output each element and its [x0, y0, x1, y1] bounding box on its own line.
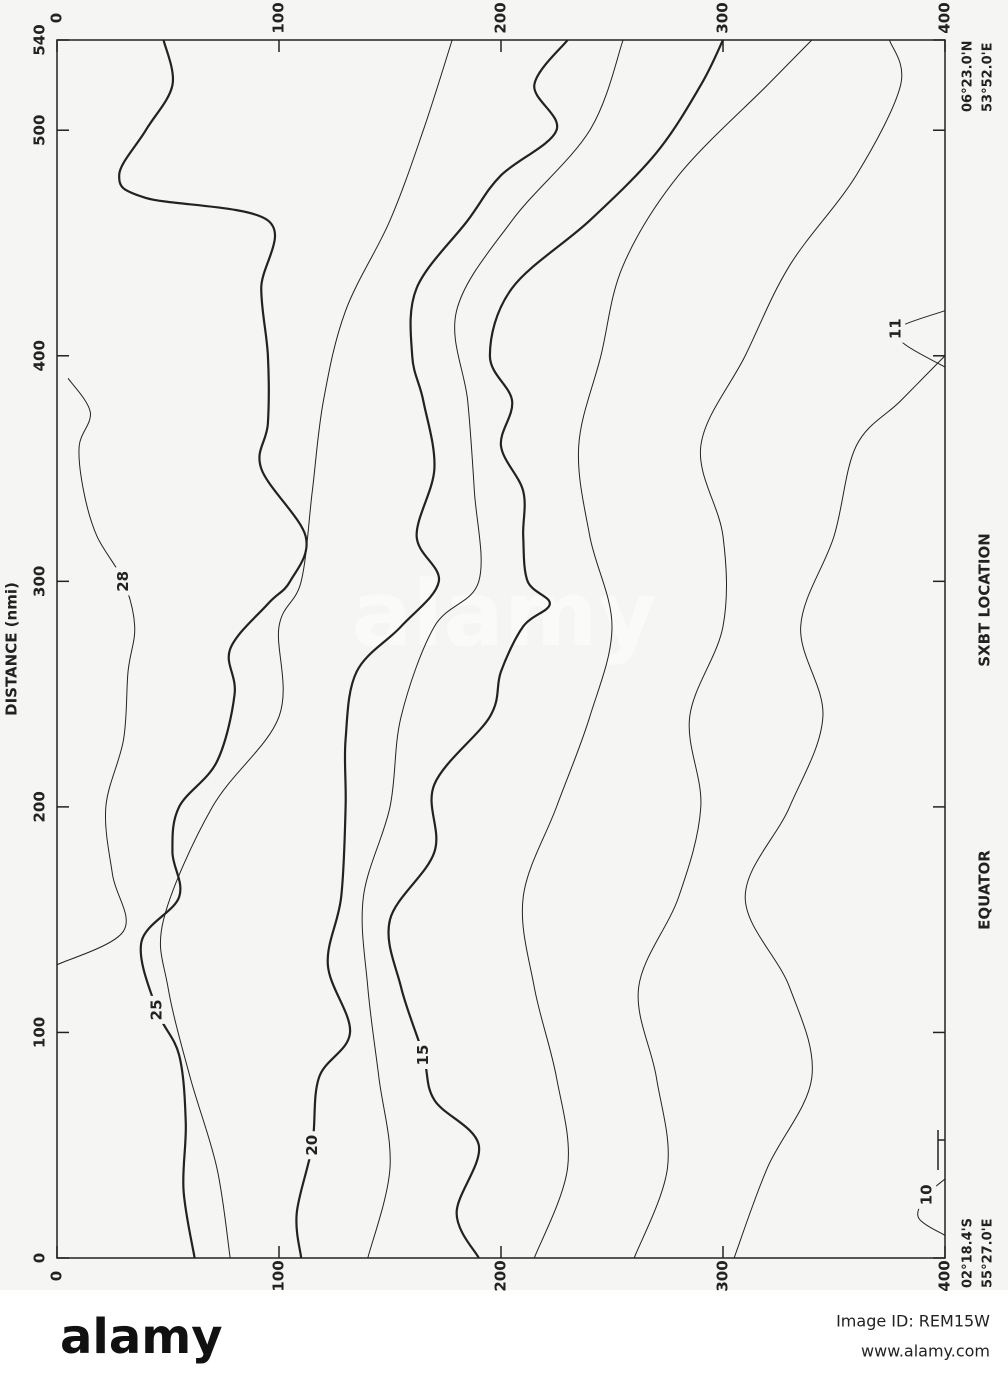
contour-label-bg	[114, 567, 133, 596]
x-axis-label: DISTANCE (nmi)	[3, 582, 21, 716]
start-lat: 02°18.4'S	[961, 1218, 976, 1288]
location-label: SXBT LOCATION	[976, 533, 994, 667]
end-lat: 06°23.0'N	[961, 40, 976, 112]
x-tick-label: 100	[31, 1017, 49, 1048]
contour-line	[361, 39, 624, 1259]
equator-label: EQUATOR	[976, 850, 994, 930]
x-tick-label: 400	[31, 340, 49, 371]
footer-logo: alamy	[60, 1309, 223, 1365]
watermark: alamy	[352, 562, 657, 667]
contour-label: 25	[147, 999, 165, 1020]
contour-line	[633, 39, 903, 1259]
contour-line	[521, 39, 813, 1259]
y-tick-label: 0	[48, 13, 66, 23]
contour-label: 11	[887, 318, 905, 339]
x-tick-label: 200	[31, 791, 49, 822]
contour-line	[295, 39, 569, 1259]
y-tick-label: 200	[492, 2, 510, 33]
footer-url: www.alamy.com	[861, 1342, 990, 1361]
y-tick-label: 400	[936, 2, 954, 33]
contour-label-bg	[303, 1131, 322, 1160]
contour-label-bg	[414, 1041, 433, 1069]
y-tick-label: 100	[270, 1260, 288, 1291]
contour-label-bg	[887, 314, 906, 343]
contour-label: 10	[918, 1184, 936, 1205]
contour-label-bg	[147, 995, 166, 1024]
contour-label-bg	[918, 1180, 937, 1209]
paper	[0, 0, 1008, 1290]
y-tick-label: 300	[714, 1260, 732, 1291]
y-tick-label: 200	[492, 1260, 510, 1291]
image-id: Image ID: REM15W	[836, 1312, 990, 1331]
contour-line	[159, 39, 453, 1259]
contour-line	[56, 378, 136, 966]
x-tick-label: 500	[31, 115, 49, 146]
contour-line	[733, 355, 946, 1259]
y-tick-label: 100	[270, 2, 288, 33]
y-tick-label: 0	[48, 1271, 66, 1281]
x-tick-label: 300	[31, 566, 49, 597]
contour-label: 28	[114, 571, 132, 592]
x-tick-label: 540	[31, 24, 49, 55]
end-lon: 53°52.0'E	[981, 42, 996, 112]
contour-label: 15	[414, 1045, 432, 1066]
start-lon: 55°27.0'E	[981, 1218, 996, 1288]
x-tick-label: 0	[31, 1253, 49, 1263]
y-tick-label: 300	[714, 2, 732, 33]
contour-label: 20	[303, 1135, 321, 1156]
y-tick-label: 400	[936, 1260, 954, 1291]
